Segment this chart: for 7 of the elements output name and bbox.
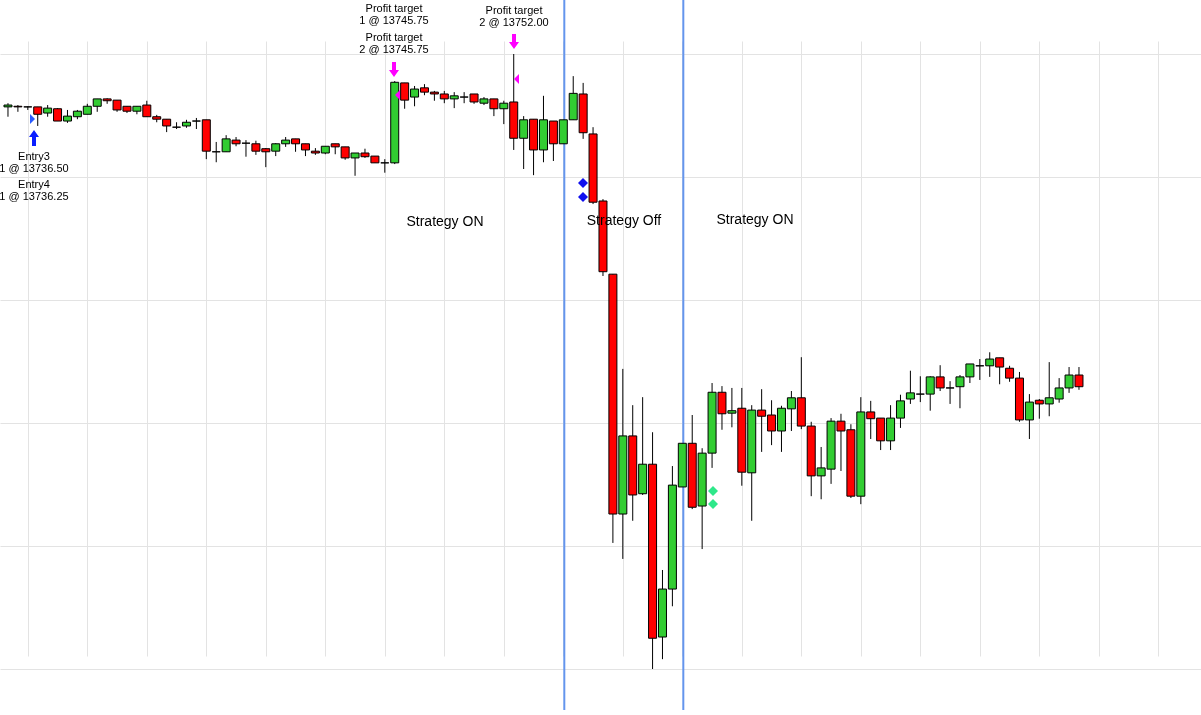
annotation: Strategy ON — [716, 211, 794, 227]
annotation: Entry4 1 @ 13736.25 — [0, 178, 69, 202]
annotation: Strategy ON — [406, 213, 484, 229]
annotation: Profit target 2 @ 13745.75 — [359, 31, 429, 55]
text: Profit target 1 @ 13745.75 — [359, 2, 429, 26]
annotation: Entry3 1 @ 13736.50 — [0, 150, 69, 174]
text: Profit target 2 @ 13752.00 — [479, 4, 549, 28]
